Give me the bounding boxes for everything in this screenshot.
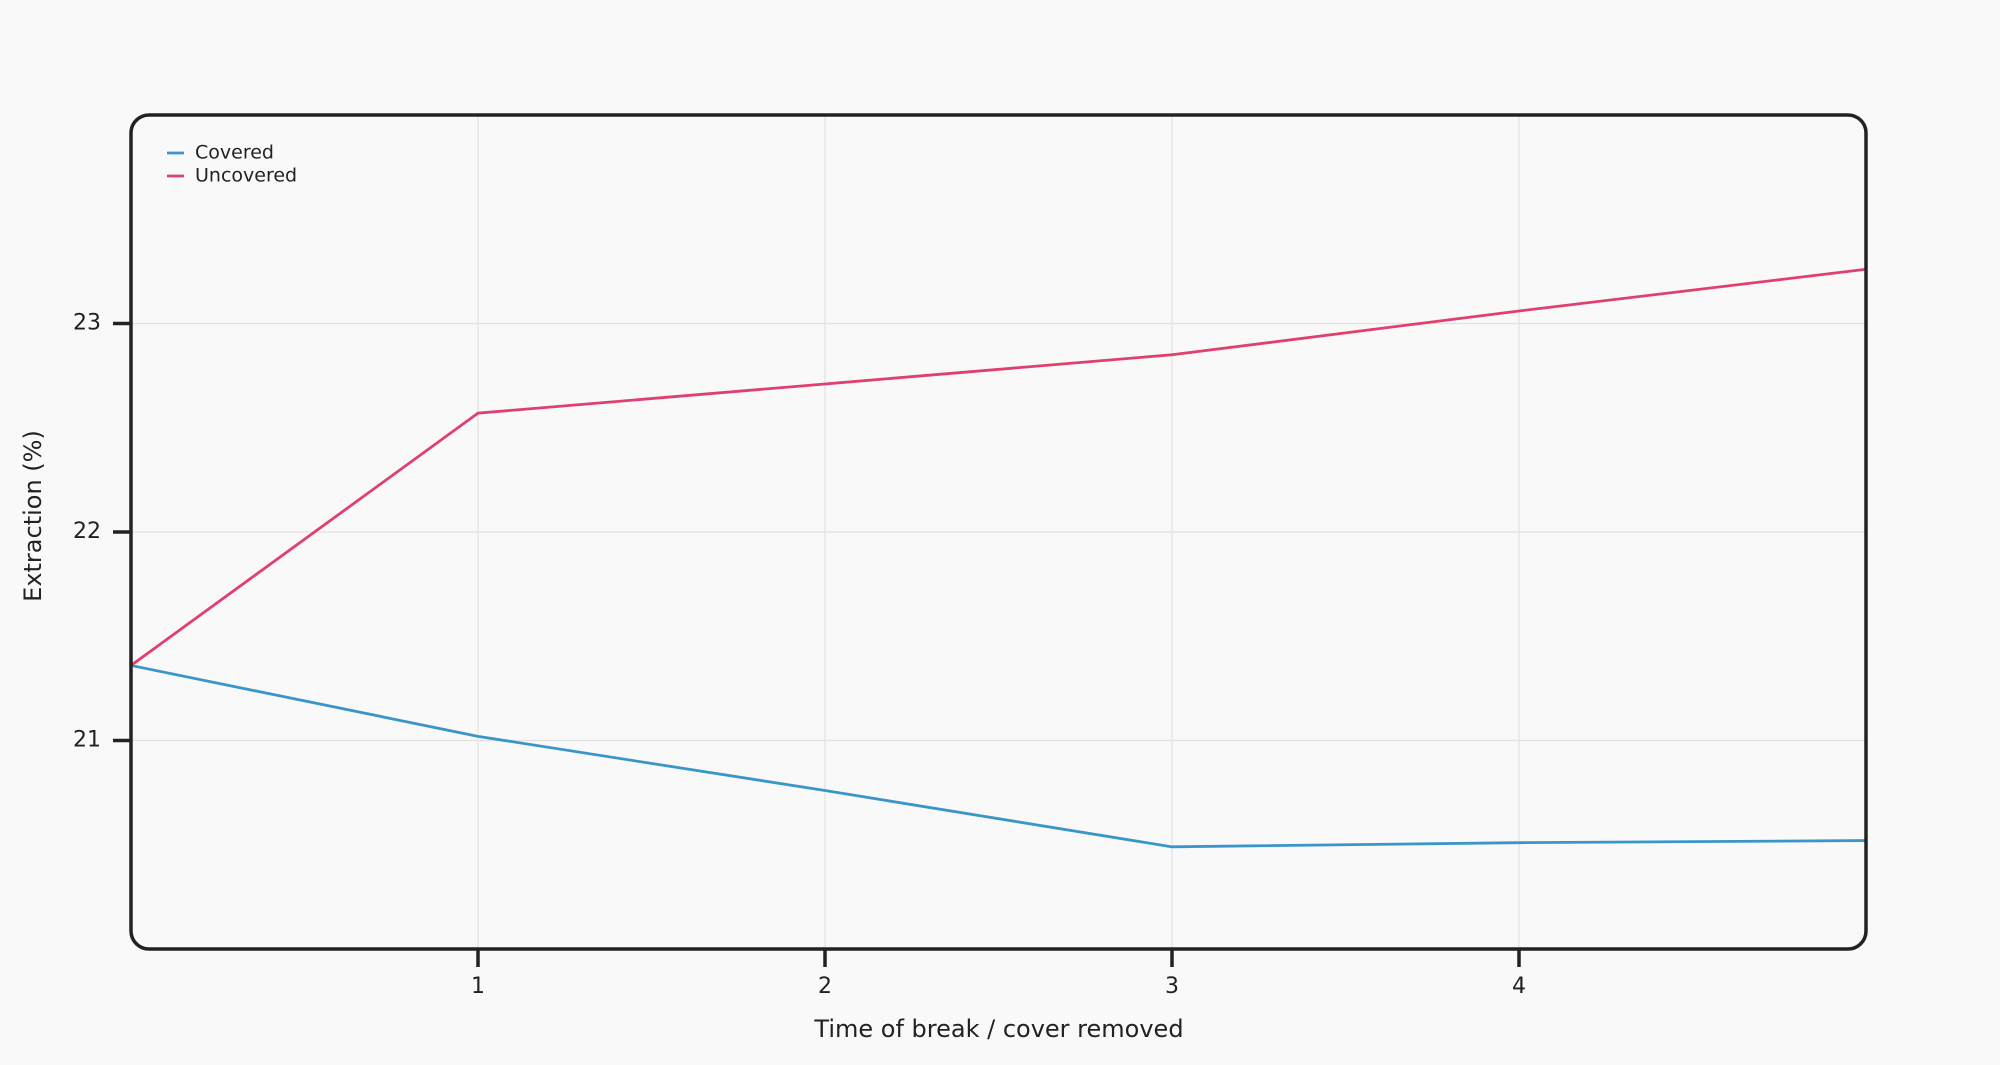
x-tick-label: 3 [1165,974,1179,999]
y-tick-label: 23 [73,311,101,336]
plot-frame [129,113,1868,951]
series-line [130,267,1867,667]
y-tick-label: 21 [73,728,101,753]
x-tick-label: 1 [471,974,485,999]
x-axis-label: Time of break / cover removed [813,1015,1183,1043]
series-line [130,664,1867,849]
legend-label: Uncovered [195,165,297,187]
y-tick-label: 22 [73,519,101,544]
y-axis-label: Extraction (%) [19,430,47,602]
legend-label: Covered [195,142,274,164]
x-tick-label: 2 [818,974,832,999]
x-tick-label: 4 [1512,974,1526,999]
